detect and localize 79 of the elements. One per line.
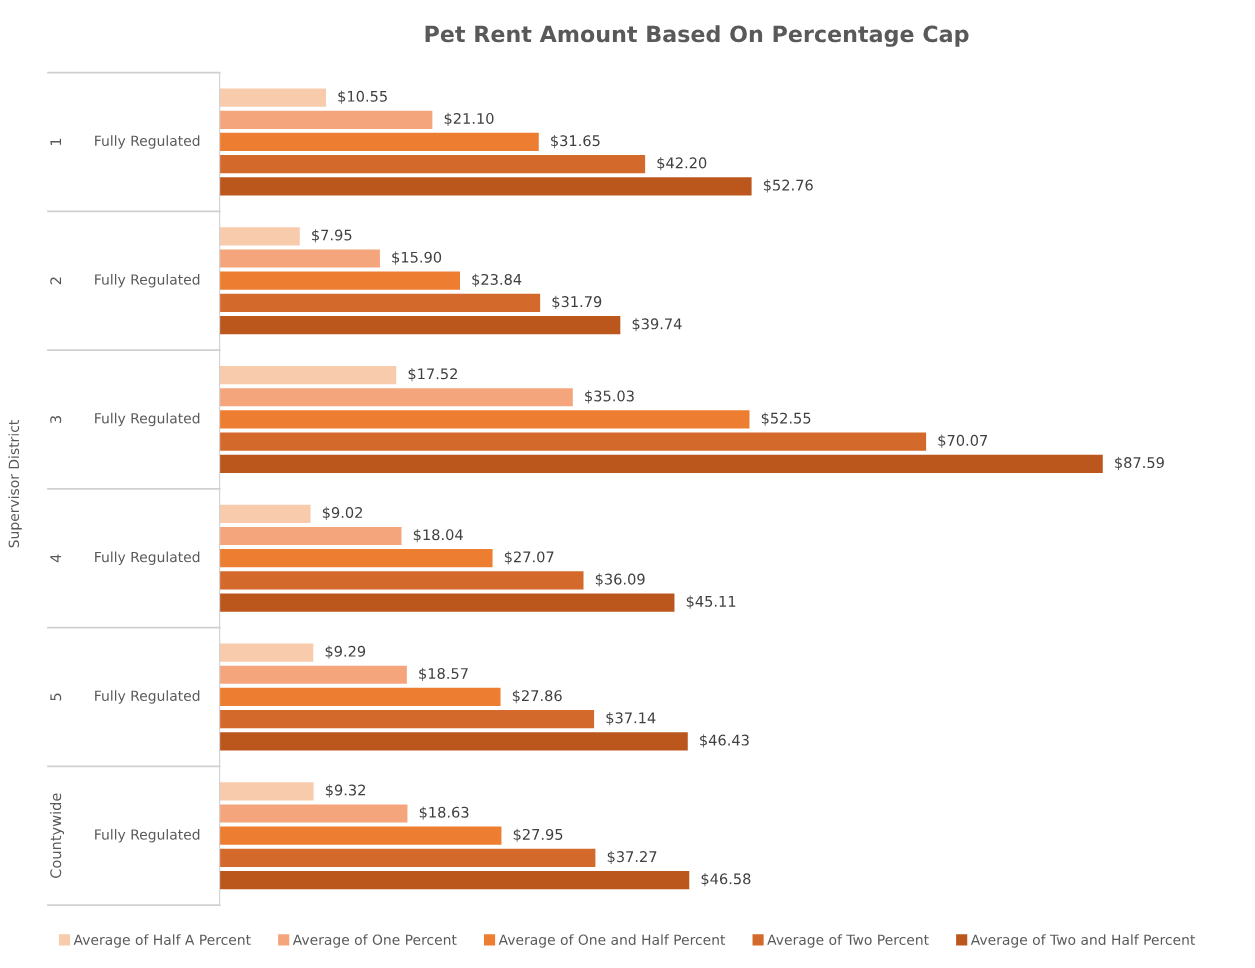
bar: [219, 665, 407, 684]
data-label: $18.63: [419, 806, 469, 820]
bar: [219, 249, 380, 268]
data-label: $70.07: [938, 434, 988, 448]
bar: [219, 227, 300, 246]
legend-label: Average of One Percent: [292, 934, 457, 948]
bar: [219, 432, 927, 451]
data-label: $23.84: [472, 273, 522, 287]
bar: [219, 826, 502, 845]
data-label: $18.57: [419, 667, 468, 681]
data-label: $9.32: [325, 784, 365, 798]
bar: [219, 454, 1103, 473]
y-tick-label: 3: [50, 416, 62, 423]
bar: [219, 549, 493, 568]
data-label: $18.04: [413, 528, 463, 543]
y-axis-title: Supervisor District: [8, 420, 22, 548]
bar: [219, 504, 311, 523]
data-label: $36.09: [595, 573, 645, 587]
data-label: $9.29: [325, 645, 366, 659]
data-label: $9.02: [322, 506, 362, 520]
bar: [219, 271, 460, 290]
bar: [219, 804, 408, 823]
data-label: $52.76: [763, 179, 813, 193]
bar: [219, 177, 752, 196]
text: Fully Regulated: [95, 690, 200, 704]
data-label: $10.55: [338, 90, 387, 104]
legend-label: Average of One and Half Percent: [498, 934, 726, 948]
data-label: $46.43: [700, 734, 749, 748]
data-label: $45.11: [686, 595, 736, 609]
text: Fully Regulated: [95, 828, 200, 843]
data-label: $42.20: [657, 157, 707, 171]
bar: [219, 782, 314, 801]
bar: [219, 848, 596, 868]
y-tick-label: 2: [50, 277, 62, 285]
bar: [219, 293, 541, 313]
bar: [219, 132, 539, 152]
data-label: $35.03: [585, 390, 634, 404]
text: Fully Regulated: [95, 551, 200, 565]
bar: [219, 388, 573, 407]
text: Fully Regulated: [95, 135, 200, 149]
bar: [219, 110, 433, 129]
bar: [219, 710, 595, 729]
data-label: $27.95: [513, 828, 563, 842]
bar: [219, 316, 621, 335]
data-label: $31.65: [551, 134, 600, 149]
data-label: $46.58: [701, 873, 751, 887]
y-tick-label: 5: [50, 693, 62, 701]
legend-label: Average of Half A Percent: [73, 934, 251, 948]
data-label: $27.86: [512, 689, 562, 704]
y-tick-label: 1: [50, 138, 62, 146]
chart-title: Pet Rent Amount Based On Percentage Cap: [425, 25, 969, 47]
data-label: $15.90: [392, 251, 442, 265]
bar: [219, 687, 501, 707]
bar: [219, 643, 314, 662]
bar: [219, 88, 326, 107]
bar: [219, 365, 397, 385]
data-label: $39.74: [632, 318, 682, 332]
bar: [219, 732, 688, 751]
bar: [219, 571, 584, 590]
data-label: $21.10: [444, 112, 494, 126]
text: Fully Regulated: [95, 274, 200, 288]
data-label: $27.07: [504, 551, 554, 565]
data-label: $37.14: [606, 712, 656, 726]
data-label: $52.55: [761, 412, 811, 426]
legend-label: Average of Two Percent: [767, 934, 929, 948]
bar: [219, 155, 646, 174]
y-tick-label: 4: [50, 554, 62, 563]
data-label: $37.27: [607, 850, 657, 865]
y-tick-label: Countywide: [49, 793, 65, 878]
bar: [219, 410, 750, 429]
bar: [219, 593, 675, 612]
data-label: $31.79: [552, 295, 602, 310]
bar: [219, 871, 690, 890]
bar: [219, 526, 402, 546]
data-label: $87.59: [1115, 456, 1164, 471]
data-label: $17.52: [408, 368, 457, 382]
text: Fully Regulated: [95, 412, 200, 427]
data-label: $7.95: [312, 229, 352, 243]
legend-label: Average of Two and Half Percent: [970, 934, 1196, 948]
